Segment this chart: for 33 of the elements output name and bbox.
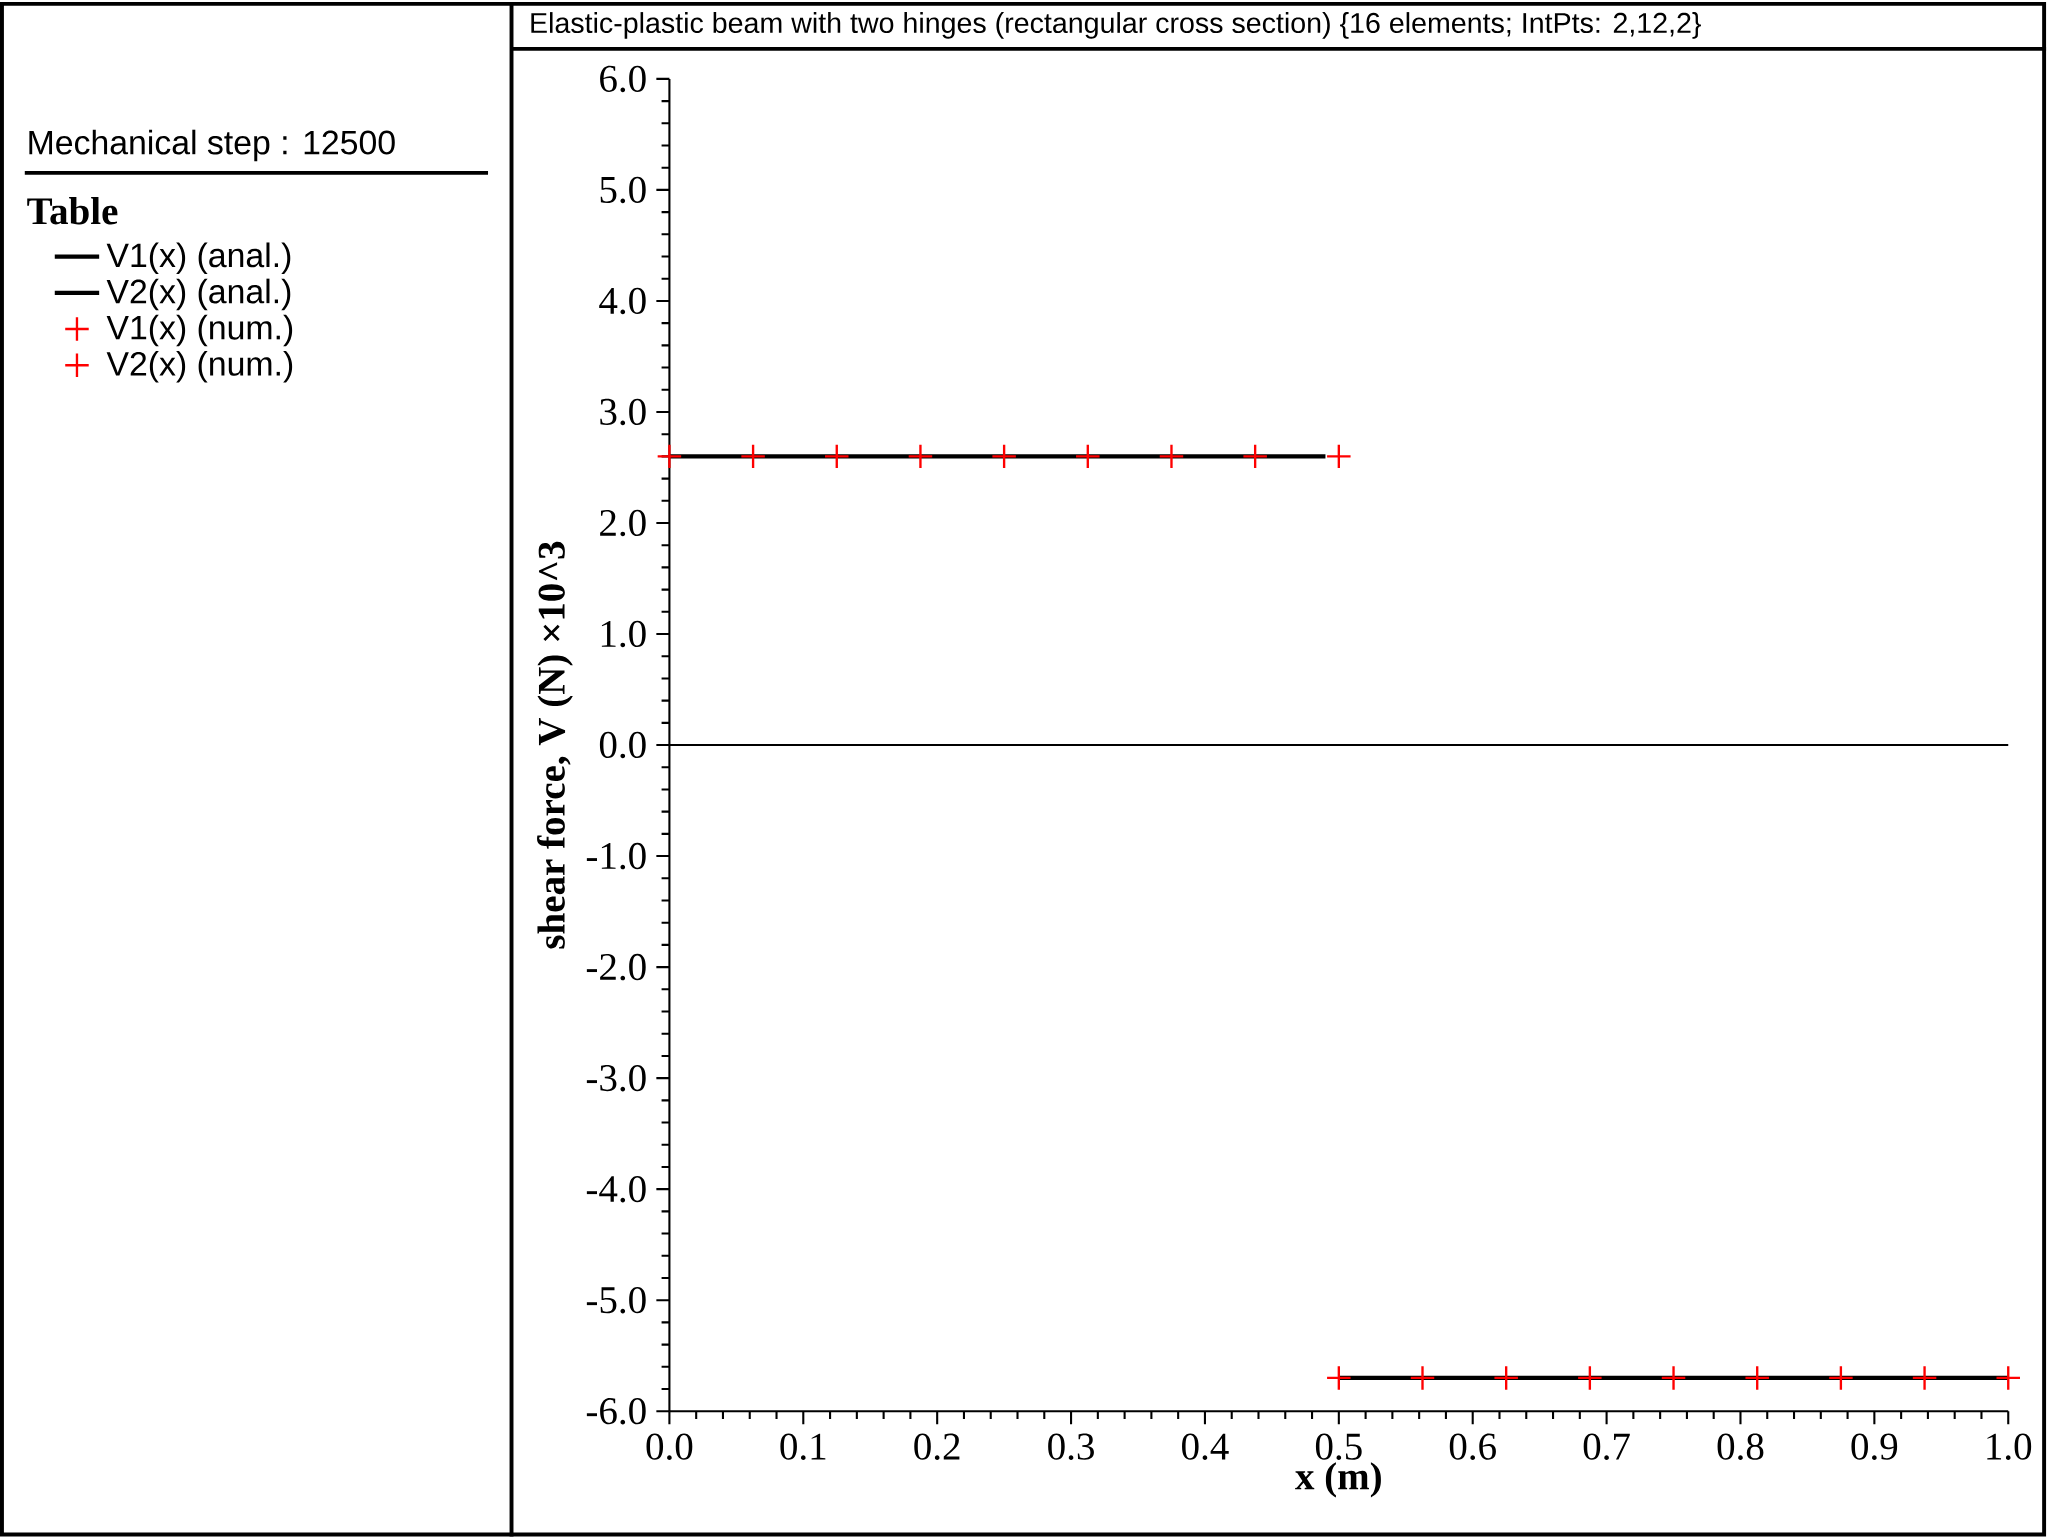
y-tick-label: -2.0	[586, 953, 646, 981]
x-tick-label: 0.7	[1583, 1433, 1630, 1460]
legend-label: V2(x) (anal.)	[106, 278, 291, 310]
chart-title: Elastic-plastic beam with two hinges (rectangular cross section) {16 elements; IntPts: 2,12,2}	[531, 11, 1701, 39]
y-tick-label: -4.0	[586, 1175, 646, 1203]
legend-label: V1(x) (num.)	[106, 314, 293, 347]
x-tick-label: 0.2	[914, 1433, 960, 1460]
y-axis-title: shear force, V (N) ×10^3	[537, 541, 573, 949]
y-tick-label: 4.0	[599, 287, 646, 314]
y-tick-label: 1.0	[601, 620, 646, 648]
y-tick-label: -1.0	[586, 842, 646, 870]
x-tick-label: 0.9	[1851, 1433, 1898, 1460]
x-tick-label: 0.3	[1048, 1433, 1094, 1460]
y-tick-label: -6.0	[586, 1397, 646, 1425]
y-tick-label: 6.0	[600, 65, 646, 92]
text: Mechanical step : 12500	[29, 129, 395, 161]
x-tick-label: 0.6	[1449, 1433, 1496, 1460]
y-tick-label: 0.0	[599, 731, 646, 759]
x-tick-label: 0.5	[1315, 1433, 1362, 1460]
y-tick-label: 2.0	[600, 509, 646, 537]
y-tick-label: 5.0	[600, 176, 646, 203]
legend-label: V2(x) (num.)	[106, 350, 293, 383]
x-tick-label: 1.0	[1987, 1433, 2032, 1460]
x-tick-label: 0.1	[780, 1433, 826, 1460]
x-axis-title: x (m)	[1295, 1461, 1381, 1498]
legend-title: Table	[27, 196, 118, 225]
x-tick-label: 0.0	[646, 1433, 693, 1460]
x-tick-label: 0.4	[1182, 1433, 1229, 1460]
y-tick-label: -5.0	[586, 1286, 646, 1314]
y-tick-label: -3.0	[586, 1064, 646, 1092]
y-tick-label: 3.0	[600, 398, 646, 426]
x-tick-label: 0.8	[1717, 1433, 1764, 1460]
legend-label: V1(x) (anal.)	[106, 242, 291, 274]
